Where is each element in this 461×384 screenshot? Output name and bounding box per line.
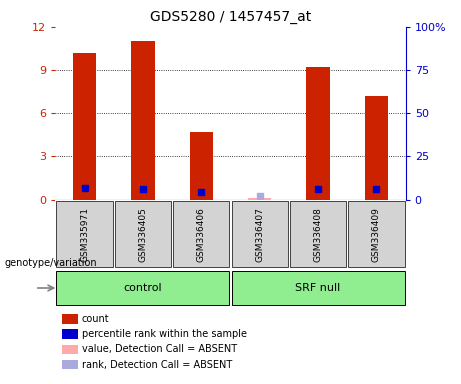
Text: genotype/variation: genotype/variation (5, 258, 97, 268)
Text: control: control (124, 283, 162, 293)
Text: GSM336408: GSM336408 (313, 207, 323, 262)
Text: GSM336409: GSM336409 (372, 207, 381, 262)
FancyBboxPatch shape (290, 201, 346, 267)
Bar (73, 53, 96, 200)
Bar (62, 344, 78, 354)
Text: GSM335971: GSM335971 (80, 207, 89, 262)
FancyBboxPatch shape (57, 201, 112, 267)
Bar (307, 67, 330, 200)
FancyBboxPatch shape (57, 271, 229, 305)
Text: percentile rank within the sample: percentile rank within the sample (82, 329, 247, 339)
Text: GSM336406: GSM336406 (197, 207, 206, 262)
Title: GDS5280 / 1457457_at: GDS5280 / 1457457_at (150, 10, 311, 25)
Bar (62, 360, 78, 369)
FancyBboxPatch shape (349, 201, 404, 267)
Bar (62, 314, 78, 324)
Text: GSM336405: GSM336405 (138, 207, 148, 262)
Bar (189, 132, 213, 200)
Text: rank, Detection Call = ABSENT: rank, Detection Call = ABSENT (82, 359, 232, 369)
FancyBboxPatch shape (173, 201, 229, 267)
Bar (131, 41, 154, 200)
Bar (365, 96, 388, 200)
Bar (248, 197, 272, 200)
Text: GSM336407: GSM336407 (255, 207, 264, 262)
FancyBboxPatch shape (232, 201, 288, 267)
Bar (62, 329, 78, 339)
FancyBboxPatch shape (115, 201, 171, 267)
Text: SRF null: SRF null (296, 283, 341, 293)
Text: value, Detection Call = ABSENT: value, Detection Call = ABSENT (82, 344, 236, 354)
FancyBboxPatch shape (232, 271, 404, 305)
Text: count: count (82, 314, 109, 324)
